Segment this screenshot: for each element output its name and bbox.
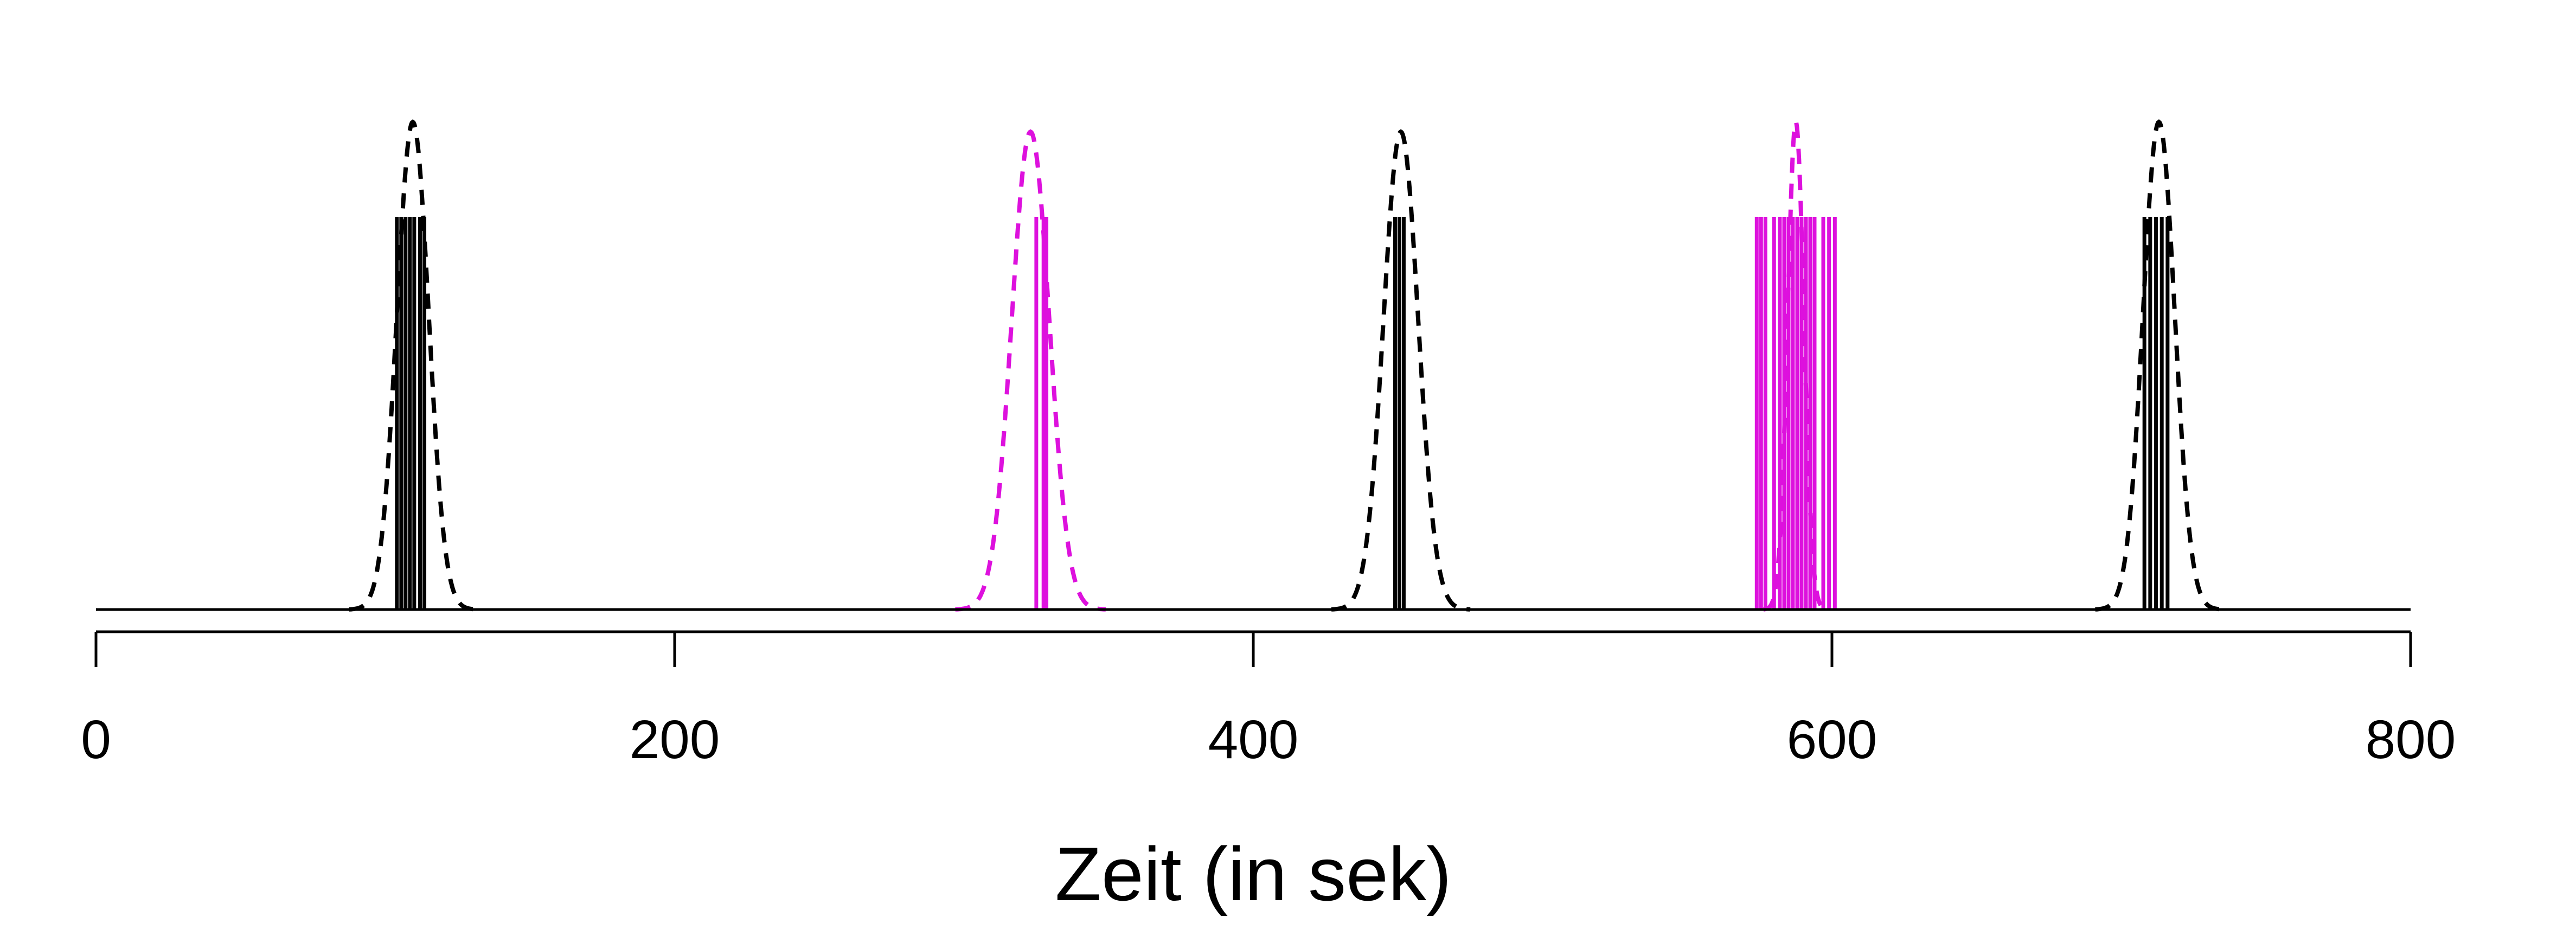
plot-area	[349, 118, 2223, 612]
x-tick-label-0: 0	[81, 709, 111, 770]
density-curve-2	[955, 129, 1106, 612]
x-tick-label-200: 200	[630, 709, 720, 770]
x-axis: 0 200 400 600 800	[81, 630, 2456, 770]
x-ticks: 0 200 400 600 800	[81, 632, 2456, 770]
x-tick-label-400: 400	[1208, 709, 1299, 770]
x-tick-label-600: 600	[1787, 709, 1877, 770]
density-curve-4	[1763, 118, 1829, 612]
density-curve-5	[2095, 119, 2223, 612]
event-group-3	[1331, 129, 1471, 612]
event-group-2	[955, 129, 1106, 612]
event-group-4	[1754, 118, 1837, 612]
event-group-5	[2095, 119, 2223, 612]
x-tick-label-800: 800	[2366, 709, 2456, 770]
density-curve-3	[1331, 129, 1471, 612]
x-axis-title: Zeit (in sek)	[1055, 831, 1451, 916]
density-curve-1	[349, 119, 477, 612]
event-group-1	[349, 119, 477, 612]
